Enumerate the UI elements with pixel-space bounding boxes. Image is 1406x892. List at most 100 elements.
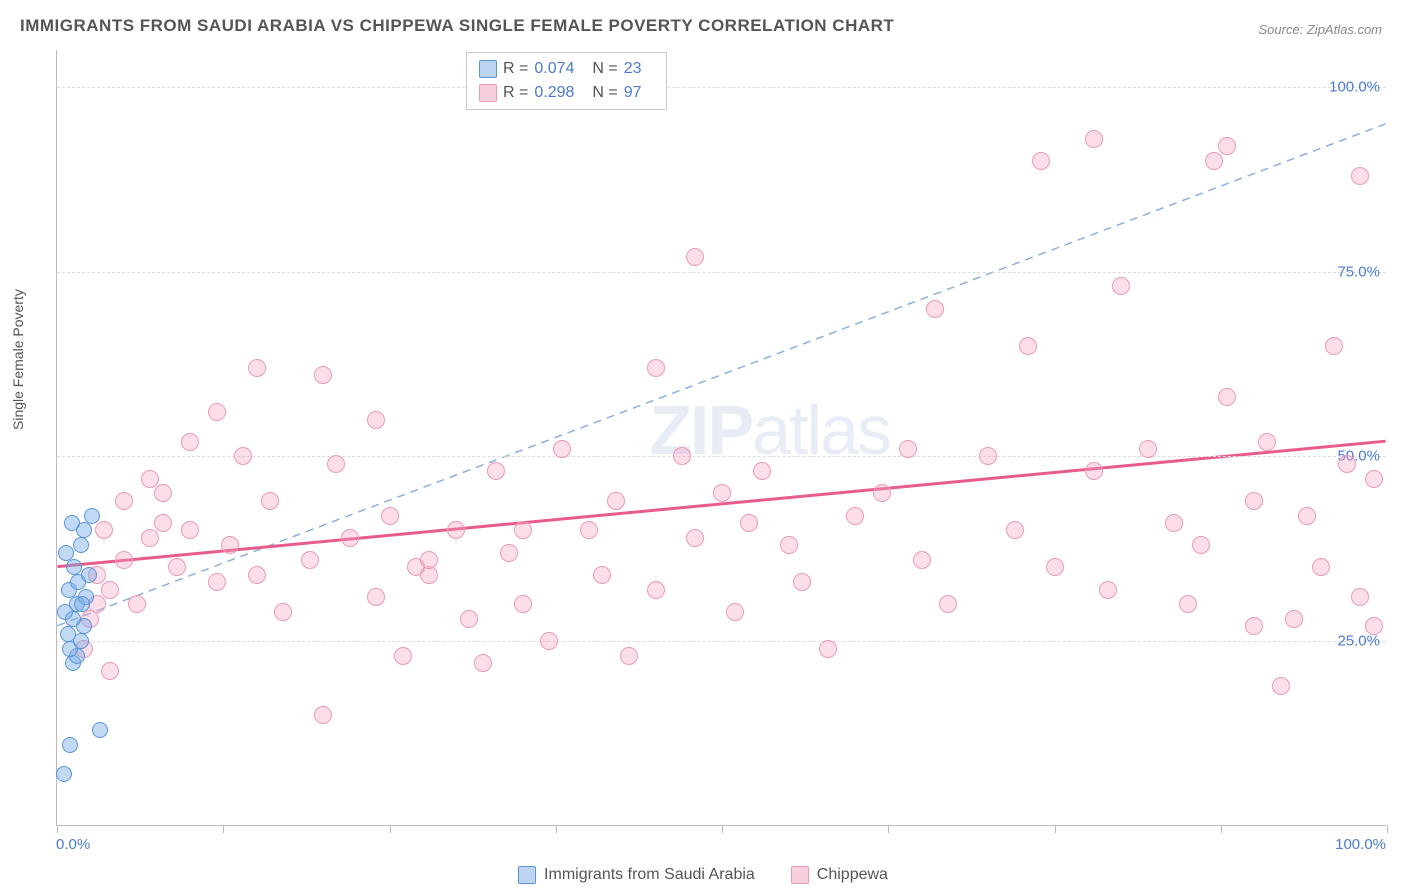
x-tick-mark — [57, 825, 58, 833]
gridline-horizontal — [57, 456, 1386, 457]
gridline-horizontal — [57, 272, 1386, 273]
n-label-b: N = — [592, 81, 617, 105]
scatter-point-b — [248, 566, 266, 584]
scatter-point-b — [274, 603, 292, 621]
scatter-point-b — [1085, 130, 1103, 148]
scatter-point-b — [686, 529, 704, 547]
scatter-point-b — [673, 447, 691, 465]
scatter-point-a — [74, 596, 90, 612]
y-axis-label: Single Female Poverty — [10, 289, 26, 430]
scatter-point-b — [1179, 595, 1197, 613]
scatter-point-b — [95, 521, 113, 539]
scatter-point-a — [66, 559, 82, 575]
scatter-point-b — [580, 521, 598, 539]
scatter-point-b — [500, 544, 518, 562]
n-value-a: 23 — [624, 57, 642, 81]
n-label-a: N = — [592, 57, 617, 81]
x-tick-mark — [888, 825, 889, 833]
scatter-point-b — [1165, 514, 1183, 532]
scatter-point-b — [248, 359, 266, 377]
legend-item-b: Chippewa — [791, 866, 888, 884]
scatter-point-b — [141, 470, 159, 488]
r-label-b: R = — [503, 81, 528, 105]
scatter-point-b — [1032, 152, 1050, 170]
scatter-point-b — [394, 647, 412, 665]
scatter-point-b — [620, 647, 638, 665]
scatter-point-a — [73, 537, 89, 553]
scatter-point-b — [234, 447, 252, 465]
scatter-point-b — [128, 595, 146, 613]
scatter-point-b — [474, 654, 492, 672]
scatter-point-b — [447, 521, 465, 539]
scatter-point-b — [540, 632, 558, 650]
x-tick-mark — [556, 825, 557, 833]
scatter-point-b — [780, 536, 798, 554]
scatter-point-b — [460, 610, 478, 628]
scatter-point-b — [913, 551, 931, 569]
scatter-point-b — [168, 558, 186, 576]
swatch-series-b — [479, 84, 497, 102]
scatter-point-b — [115, 492, 133, 510]
r-value-b: 0.298 — [534, 81, 574, 105]
scatter-point-b — [1245, 617, 1263, 635]
scatter-point-b — [1192, 536, 1210, 554]
scatter-plot-area: ZIPatlas 25.0%50.0%75.0%100.0% — [56, 50, 1386, 826]
legend-item-a: Immigrants from Saudi Arabia — [518, 866, 755, 884]
scatter-point-b — [1325, 337, 1343, 355]
scatter-point-b — [514, 521, 532, 539]
x-tick-mark — [1055, 825, 1056, 833]
scatter-point-b — [487, 462, 505, 480]
scatter-point-b — [793, 573, 811, 591]
scatter-point-b — [115, 551, 133, 569]
scatter-point-b — [647, 359, 665, 377]
scatter-point-b — [101, 581, 119, 599]
scatter-point-b — [1099, 581, 1117, 599]
scatter-point-b — [221, 536, 239, 554]
scatter-point-b — [154, 514, 172, 532]
scatter-point-a — [81, 567, 97, 583]
n-value-b: 97 — [624, 81, 642, 105]
scatter-point-b — [1338, 455, 1356, 473]
scatter-point-b — [154, 484, 172, 502]
scatter-point-b — [713, 484, 731, 502]
correlation-legend: R = 0.074 N = 23 R = 0.298 N = 97 — [466, 52, 667, 110]
legend-row-b: R = 0.298 N = 97 — [479, 81, 654, 105]
scatter-point-b — [514, 595, 532, 613]
scatter-point-b — [1258, 433, 1276, 451]
legend-a-label: Immigrants from Saudi Arabia — [544, 866, 755, 884]
scatter-point-b — [553, 440, 571, 458]
scatter-point-b — [873, 484, 891, 502]
gridline-horizontal — [57, 87, 1386, 88]
scatter-point-b — [181, 433, 199, 451]
scatter-point-b — [327, 455, 345, 473]
x-axis-max-label: 100.0% — [1335, 836, 1386, 853]
scatter-point-b — [753, 462, 771, 480]
scatter-point-b — [899, 440, 917, 458]
r-label-a: R = — [503, 57, 528, 81]
scatter-point-b — [181, 521, 199, 539]
x-tick-mark — [1387, 825, 1388, 833]
scatter-point-b — [1006, 521, 1024, 539]
scatter-point-b — [381, 507, 399, 525]
chart-title: IMMIGRANTS FROM SAUDI ARABIA VS CHIPPEWA… — [20, 16, 894, 36]
scatter-point-b — [926, 300, 944, 318]
scatter-point-b — [1085, 462, 1103, 480]
scatter-point-b — [647, 581, 665, 599]
swatch-a-icon — [518, 866, 536, 884]
scatter-point-b — [367, 411, 385, 429]
scatter-point-b — [939, 595, 957, 613]
scatter-point-b — [1218, 137, 1236, 155]
series-legend: Immigrants from Saudi Arabia Chippewa — [0, 866, 1406, 884]
y-tick-label: 100.0% — [1329, 78, 1380, 95]
scatter-point-a — [92, 722, 108, 738]
scatter-point-b — [1245, 492, 1263, 510]
r-value-a: 0.074 — [534, 57, 574, 81]
scatter-point-a — [84, 508, 100, 524]
scatter-point-b — [979, 447, 997, 465]
scatter-point-b — [846, 507, 864, 525]
scatter-point-b — [1365, 470, 1383, 488]
y-tick-label: 75.0% — [1337, 263, 1380, 280]
x-tick-mark — [223, 825, 224, 833]
x-tick-mark — [390, 825, 391, 833]
scatter-point-b — [141, 529, 159, 547]
